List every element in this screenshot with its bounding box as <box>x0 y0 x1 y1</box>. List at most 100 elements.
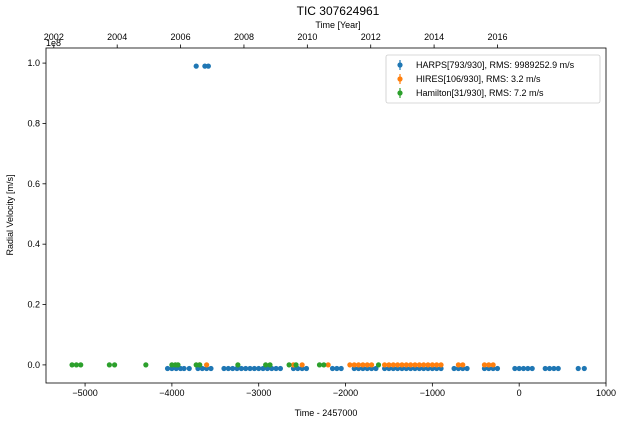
data-point <box>375 362 382 368</box>
data-point <box>235 362 241 368</box>
data-point <box>204 365 210 372</box>
x-tick-label: −3000 <box>246 388 271 398</box>
data-point <box>290 365 297 372</box>
data-point <box>382 362 388 368</box>
data-point <box>486 365 492 372</box>
data-point <box>169 365 175 372</box>
legend-marker <box>397 62 403 68</box>
data-point <box>408 362 414 368</box>
data-point <box>78 362 84 368</box>
legend-box <box>385 54 601 104</box>
top-axis-label: Time [Year] <box>315 20 360 30</box>
data-point <box>286 362 292 368</box>
data-point <box>395 365 401 372</box>
data-point <box>516 365 522 372</box>
legend: HARPS[793/930], RMS: 9989252.9 m/s HIRES[… <box>385 54 601 104</box>
data-point <box>303 365 310 372</box>
x-tick-label: 1000 <box>596 388 616 398</box>
data-point <box>73 362 79 368</box>
data-point <box>551 365 557 372</box>
y-tick-label: 0.4 <box>27 239 40 249</box>
data-point <box>175 362 181 368</box>
data-point <box>395 362 401 368</box>
data-point <box>238 365 244 372</box>
data-point <box>364 362 370 368</box>
data-point <box>460 362 466 368</box>
x-tick-label: −4000 <box>159 388 184 398</box>
data-point <box>542 365 548 372</box>
plot-area <box>69 63 587 372</box>
data-point <box>260 365 266 372</box>
data-point <box>512 365 518 372</box>
data-point <box>205 63 211 69</box>
x-axis-label: Time - 2457000 <box>295 408 358 418</box>
data-point <box>143 362 149 368</box>
data-point <box>434 365 440 372</box>
data-point <box>164 365 171 372</box>
data-point <box>455 362 462 368</box>
data-point <box>251 365 257 372</box>
top-tick-label: 2002 <box>44 32 64 42</box>
data-point <box>451 365 457 372</box>
data-point <box>225 365 231 372</box>
data-point <box>360 362 366 368</box>
data-point <box>69 362 75 368</box>
data-point <box>193 63 199 69</box>
data-point <box>221 365 227 372</box>
data-point <box>111 362 118 368</box>
data-point <box>490 365 496 372</box>
data-point <box>243 365 249 372</box>
data-point <box>490 362 496 368</box>
data-point <box>360 365 366 372</box>
data-point <box>464 365 470 372</box>
x-tick-label: −2000 <box>333 388 358 398</box>
data-point <box>299 365 305 372</box>
data-point <box>525 365 531 372</box>
data-point <box>351 365 357 372</box>
y-tick-label: 0.2 <box>27 300 40 310</box>
data-point <box>438 362 444 368</box>
data-point <box>329 365 336 372</box>
y-offset-label: 1e8 <box>46 38 61 48</box>
top-tick-label: 2016 <box>487 32 507 42</box>
data-point <box>382 365 388 372</box>
data-point <box>347 362 353 368</box>
data-point <box>425 365 431 372</box>
data-point <box>520 365 527 372</box>
top-axis-ticks: 2002 2004 2006 2008 2010 2012 2014 2016 <box>44 32 507 48</box>
data-point <box>390 362 396 368</box>
data-point <box>429 362 435 368</box>
y-tick-label: 1.0 <box>27 58 40 68</box>
top-tick-label: 2012 <box>361 32 381 42</box>
data-point <box>399 365 405 372</box>
data-point <box>208 365 214 372</box>
data-point <box>416 365 422 372</box>
data-point <box>438 365 444 372</box>
data-point <box>204 362 210 368</box>
data-point <box>186 365 192 372</box>
data-point <box>321 362 327 368</box>
data-point <box>355 365 362 372</box>
data-point <box>546 365 553 372</box>
data-point <box>412 362 418 368</box>
data-point <box>386 362 392 368</box>
data-point <box>334 365 340 372</box>
legend-label: HIRES[106/930], RMS: 3.2 m/s <box>416 74 541 84</box>
x-tick-label: 0 <box>517 388 522 398</box>
top-tick-label: 2010 <box>297 32 317 42</box>
data-point <box>390 365 396 372</box>
data-point <box>368 365 375 372</box>
legend-label: HARPS[793/930], RMS: 9989252.9 m/s <box>416 60 575 70</box>
data-point <box>316 362 323 368</box>
data-point <box>481 362 488 368</box>
data-point <box>429 365 435 372</box>
plot-frame <box>45 47 607 384</box>
data-point <box>199 365 205 372</box>
data-point <box>338 365 344 372</box>
data-point <box>460 365 466 372</box>
legend-label: Hamilton[31/930], RMS: 7.2 m/s <box>416 88 544 98</box>
legend-marker <box>397 76 403 82</box>
y-axis-label: Radial Velocity [m/s] <box>5 174 15 255</box>
data-point <box>364 365 370 372</box>
